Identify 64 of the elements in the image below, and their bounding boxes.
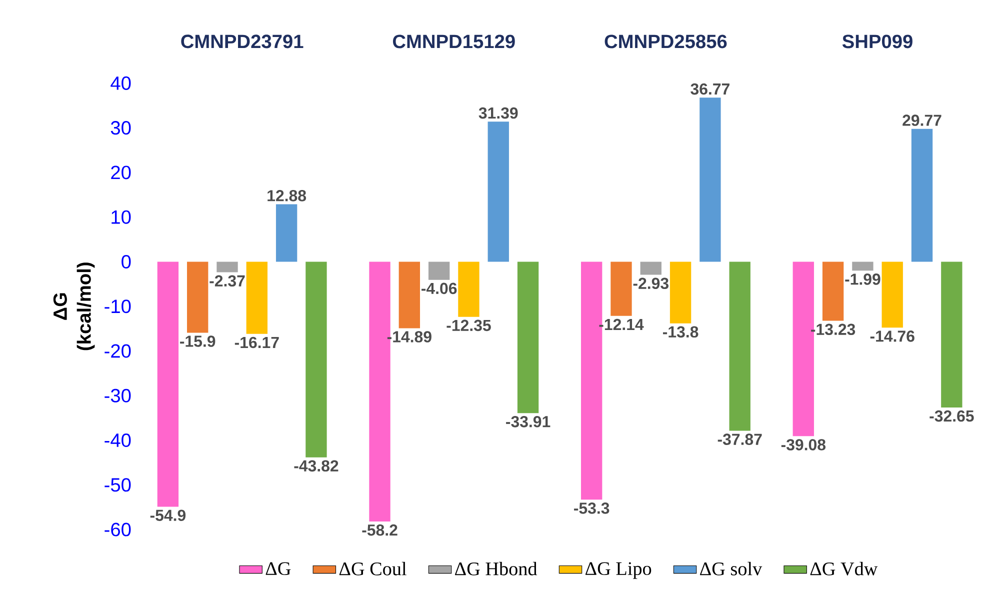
data-label: -13.8 [662,326,698,338]
y-tick-label: -30 [104,388,131,402]
y-tick-label: -20 [104,344,131,358]
legend-label: ΔG Hbond [455,562,538,576]
bar [882,262,903,328]
bar [911,128,933,262]
data-label: -1.99 [845,274,880,285]
legend-label: ΔG solv [700,562,762,576]
bar [458,262,480,317]
y-tick-label: -60 [104,522,131,536]
bar [941,262,962,408]
y-tick-label: 10 [112,210,131,224]
data-label: -33.91 [506,416,550,428]
bar [822,262,844,321]
bar [306,262,327,458]
data-label: -2.93 [633,278,668,290]
data-label: -53.3 [574,502,610,514]
bar [428,262,450,280]
data-label: -43.82 [294,460,338,472]
legend-label: ΔG [266,562,291,576]
x-tick-label: CMNPD25856 [604,34,727,48]
y-tick-label: -10 [104,300,131,314]
data-label: 12.88 [268,190,306,202]
y-tick-label: 0 [122,254,131,268]
legend-label: ΔG Vdw [810,562,878,576]
bar [610,262,632,316]
x-tick-label: SHP099 [842,34,912,48]
data-label: -54.9 [150,510,186,521]
y-tick-label: -50 [104,478,131,492]
y-tick-label: -40 [104,433,131,448]
data-label: 29.77 [902,114,942,126]
bar [157,262,179,507]
bar [398,262,420,328]
bar [670,262,692,324]
data-label: -37.87 [718,434,762,445]
data-label: -14.76 [870,330,914,342]
legend-label: ΔG Coul [339,562,406,576]
bar [852,262,874,271]
y-axis-title: ΔG (kcal/mol) [53,262,95,350]
data-label: -2.37 [210,275,245,287]
bar [640,262,662,275]
y-tick-label: 40 [110,76,131,90]
legend-label: ΔG Lipo [586,562,652,579]
bar [276,204,298,262]
x-tick-label: CMNPD15129 [392,34,515,48]
data-label: -12.35 [446,320,491,332]
bar [216,262,238,272]
data-label: -16.17 [234,336,279,348]
data-label: -32.65 [930,410,974,422]
data-label: -4.06 [422,282,457,294]
bar [517,262,539,414]
bar [488,122,509,262]
bar [729,262,750,431]
bar [246,262,268,334]
bar [700,98,721,262]
data-label: -58.2 [362,524,398,536]
x-tick-label: CMNPD23791 [181,34,304,48]
data-label: 36.77 [690,83,730,95]
bar [187,262,208,333]
data-label: -15.9 [180,336,216,347]
y-tick-label: 30 [110,121,131,135]
y-tick-label: 20 [111,166,131,180]
data-label: -39.08 [781,439,826,450]
data-label: 31.39 [478,107,518,119]
